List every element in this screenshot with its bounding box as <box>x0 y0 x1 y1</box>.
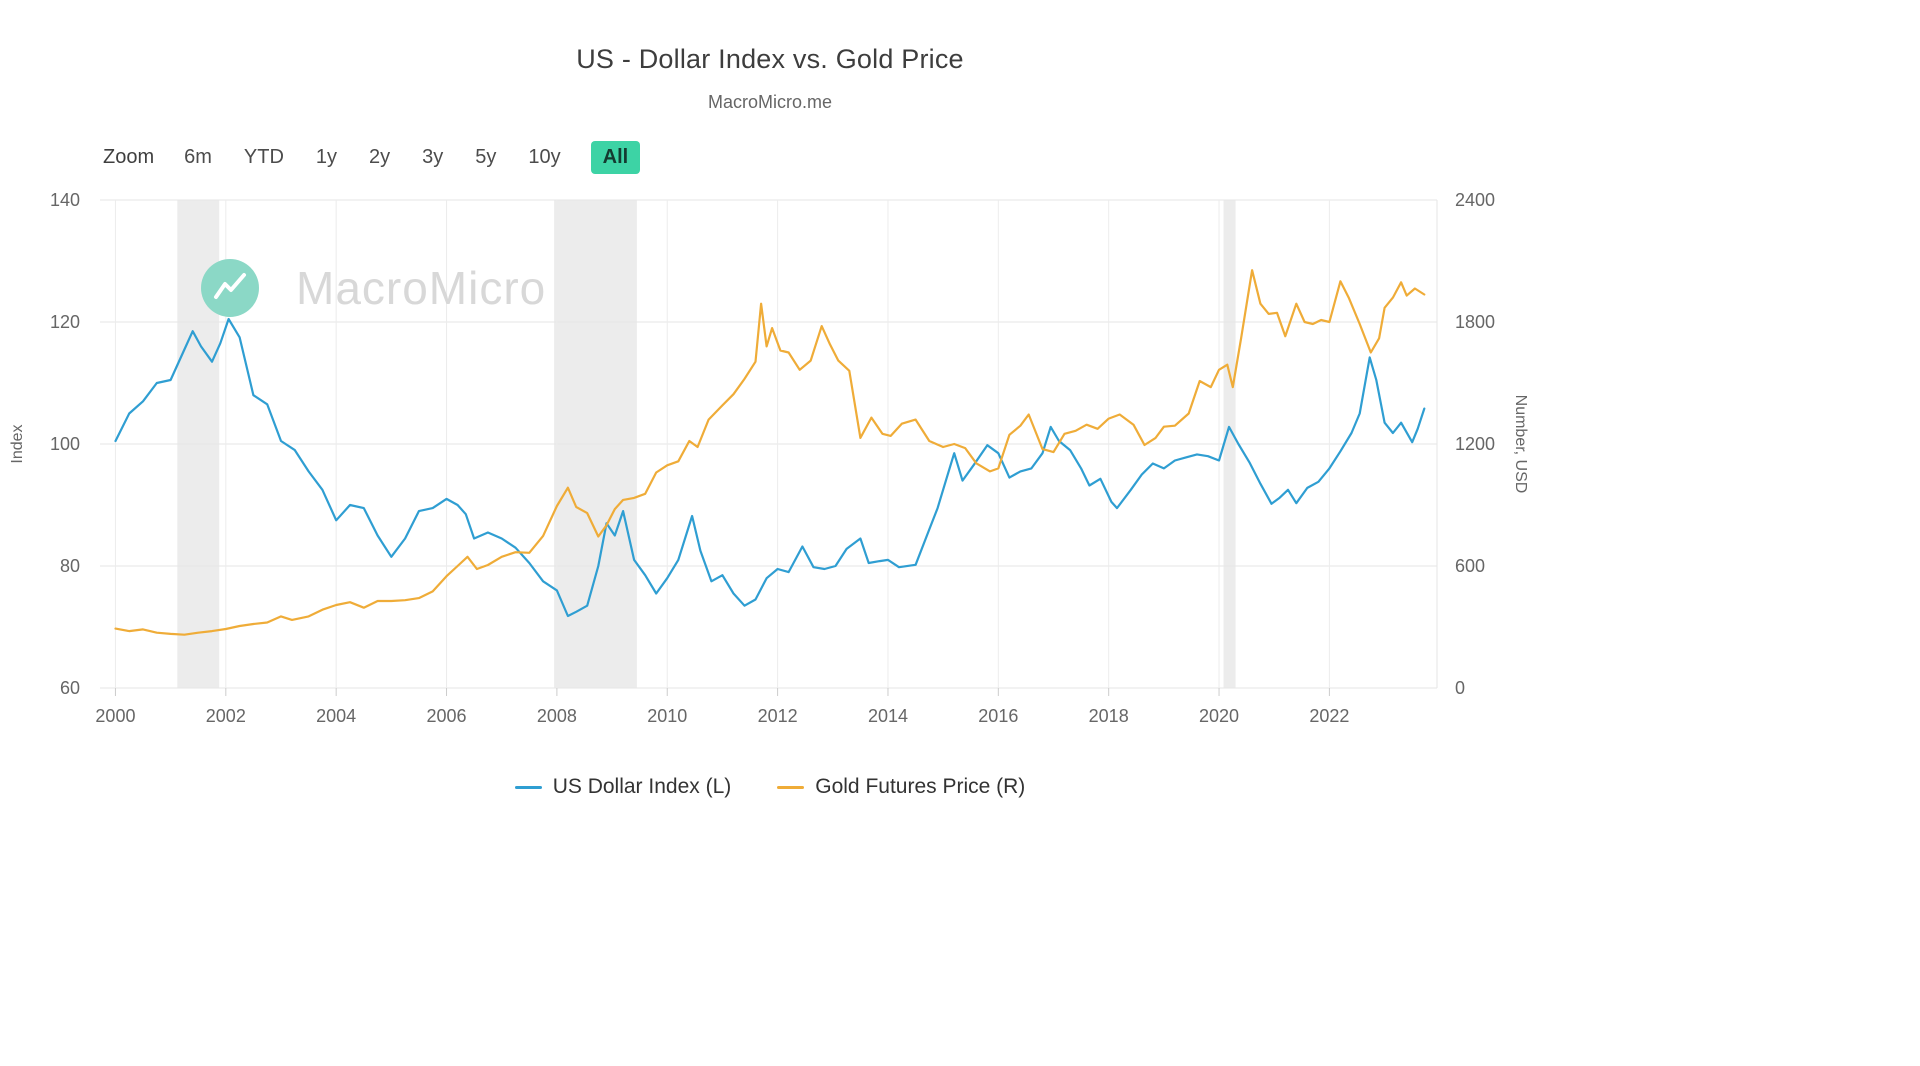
range-button-2y[interactable]: 2y <box>369 146 391 168</box>
chart-container: US - Dollar Index vs. Gold Price MacroMi… <box>0 44 1540 799</box>
x-tick-label: 2000 <box>95 706 135 726</box>
range-button-3y[interactable]: 3y <box>422 146 444 168</box>
y-right-tick-label: 0 <box>1455 678 1465 698</box>
y-left-tick-label: 120 <box>50 312 80 332</box>
range-button-6m[interactable]: 6m <box>184 146 212 168</box>
range-button-ytd[interactable]: YTD <box>243 146 284 168</box>
legend-label: Gold Futures Price (R) <box>815 775 1026 798</box>
x-tick-label: 2010 <box>647 706 687 726</box>
y-right-axis-title: Number, USD <box>1512 395 1529 494</box>
legend-swatch <box>777 785 805 789</box>
watermark-text: MacroMicro <box>296 262 546 314</box>
series-line-usd-index <box>114 317 1426 618</box>
x-tick-label: 2004 <box>316 706 356 726</box>
legend-label: US Dollar Index (L) <box>552 775 732 798</box>
x-tick-label: 2006 <box>427 706 467 726</box>
x-tick-label: 2008 <box>537 706 577 726</box>
x-tick-label: 2018 <box>1089 706 1129 726</box>
y-left-tick-label: 140 <box>50 190 80 210</box>
x-tick-label: 2014 <box>868 706 908 726</box>
legend-item-gold-price[interactable]: Gold Futures Price (R) <box>777 775 1025 799</box>
chart-subtitle: MacroMicro.me <box>707 92 832 112</box>
y-left-axis-title: Index <box>9 424 26 463</box>
x-tick-label: 2016 <box>978 706 1018 726</box>
range-button-10y[interactable]: 10y <box>528 146 561 168</box>
x-tick-label: 2022 <box>1309 706 1349 726</box>
range-button-all[interactable]: All <box>590 141 641 174</box>
legend-swatch <box>514 785 542 789</box>
macromicro-watermark: MacroMicro <box>201 259 546 317</box>
range-button-1y[interactable]: 1y <box>315 146 338 168</box>
zoom-label: Zoom <box>103 146 155 168</box>
macromicro-logo-line <box>214 273 246 299</box>
y-left-tick-label: 100 <box>50 434 80 454</box>
chart-title: US - Dollar Index vs. Gold Price <box>576 44 964 74</box>
series-line-gold-price <box>114 269 1426 636</box>
legend-item-usd-index[interactable]: US Dollar Index (L) <box>514 775 732 799</box>
range-button-5y[interactable]: 5y <box>475 146 497 168</box>
y-left-tick-label: 60 <box>60 678 80 698</box>
range-selector: Zoom 6m YTD 1y 2y 3y 5y 10y All <box>103 141 641 174</box>
y-right-tick-label: 1200 <box>1455 434 1495 454</box>
x-tick-label: 2020 <box>1199 706 1239 726</box>
y-right-tick-label: 600 <box>1455 556 1485 576</box>
x-tick-label: 2012 <box>758 706 798 726</box>
legend: US Dollar Index (L) Gold Futures Price (R… <box>0 775 1540 799</box>
x-tick-label: 2002 <box>206 706 246 726</box>
y-left-tick-label: 80 <box>60 556 80 576</box>
y-right-tick-label: 2400 <box>1455 190 1495 210</box>
y-right-tick-label: 1800 <box>1455 312 1495 332</box>
